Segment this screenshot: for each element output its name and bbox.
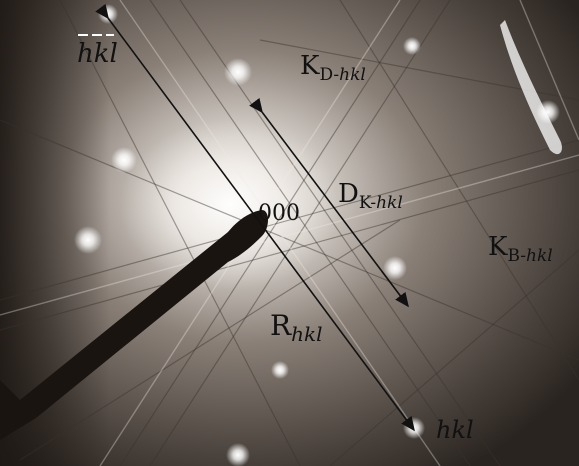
k-d-hkl-label: KD-hkl (300, 51, 366, 85)
d-k-hkl-label: DK-hkl (338, 179, 403, 213)
neg-hkl-label: hkl (77, 39, 118, 69)
spot (98, 4, 118, 24)
spot (74, 226, 102, 254)
pos-hkl-label: hkl (436, 416, 474, 444)
label-neg-hkl: hkl (77, 34, 118, 69)
r-hkl-label: Rhkl (270, 309, 323, 346)
spot (403, 37, 421, 55)
k-b-hkl-label: KB-hkl (488, 232, 553, 266)
spot (271, 361, 289, 379)
spot (536, 100, 560, 124)
spot (111, 147, 137, 173)
d-k-hkl-arrow (249, 97, 409, 308)
beam-stop-edge (0, 380, 36, 440)
spot (224, 58, 252, 86)
spot (226, 443, 250, 466)
center-000-label: 000 (258, 201, 300, 226)
